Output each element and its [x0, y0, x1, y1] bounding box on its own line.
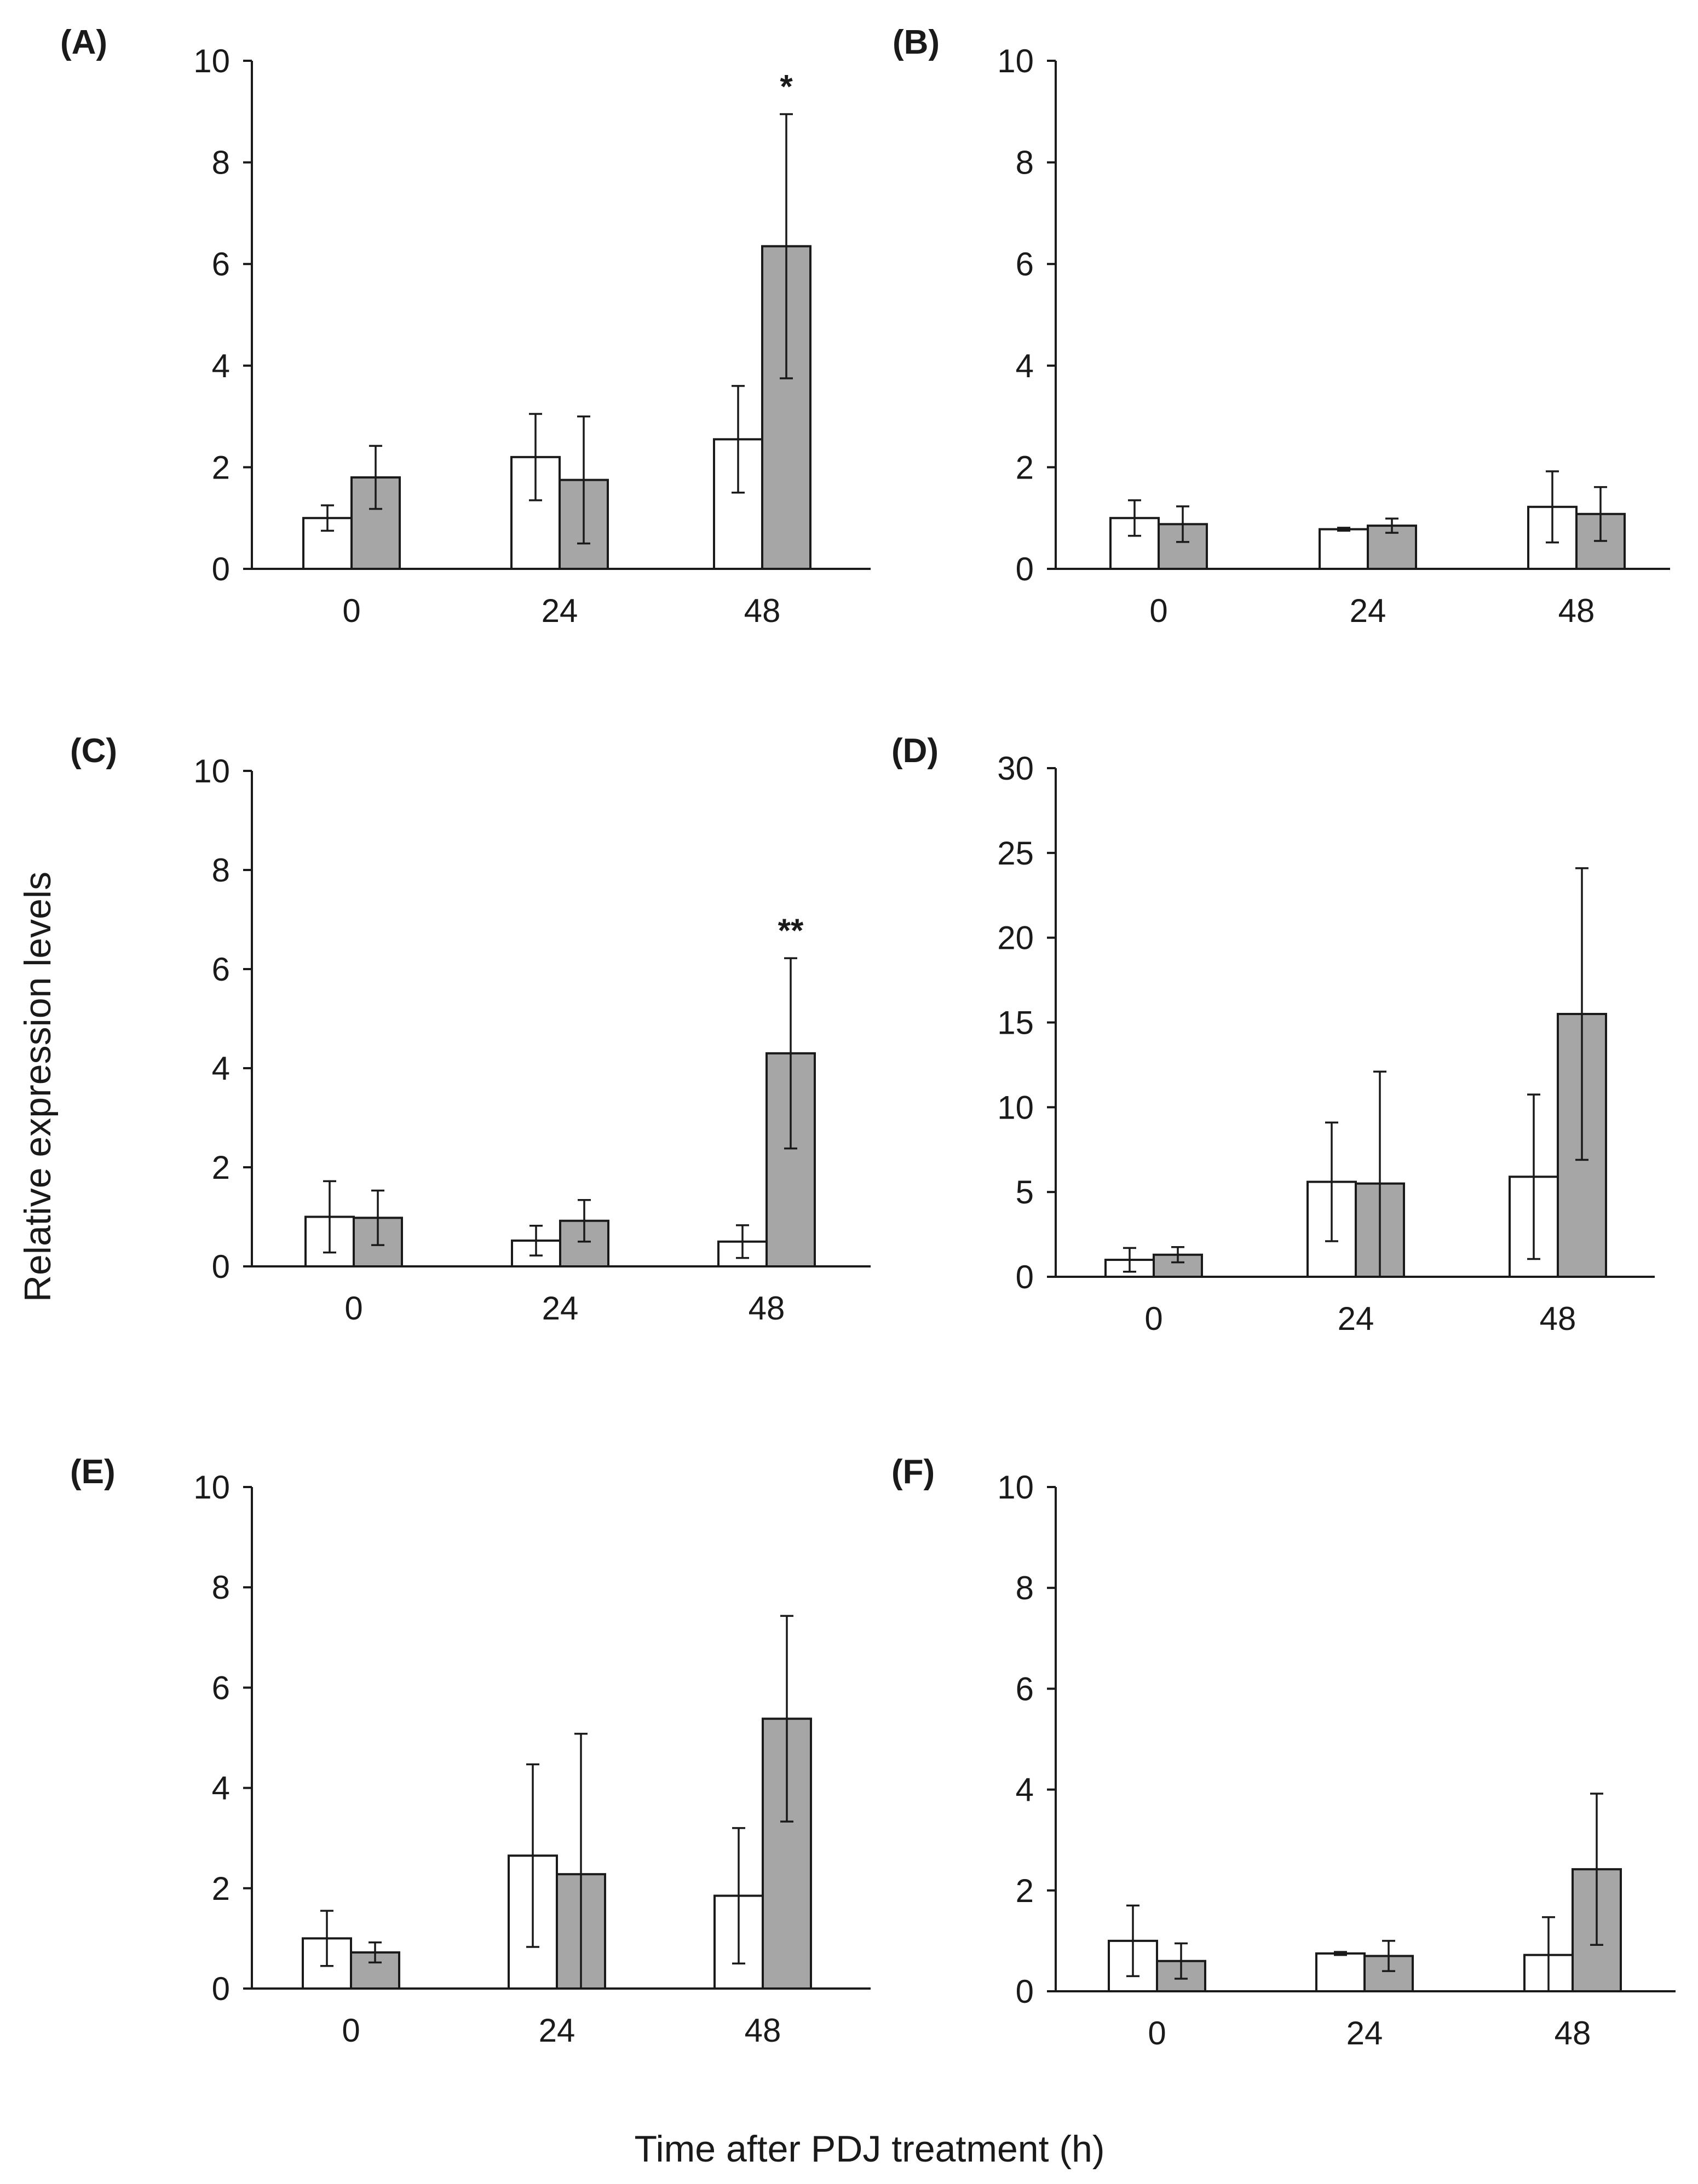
y-tick-label: 20	[997, 920, 1034, 956]
y-tick-label: 2	[212, 449, 230, 486]
y-tick-label: 8	[1016, 145, 1034, 181]
x-tick-label: 0	[342, 2012, 360, 2049]
x-tick-label: 48	[1555, 2015, 1591, 2052]
y-tick-label: 4	[212, 348, 230, 384]
x-tick-label: 0	[1149, 592, 1167, 629]
y-tick-label: 0	[212, 1248, 230, 1285]
x-tick-label: 48	[744, 592, 781, 629]
y-tick-label: 30	[997, 750, 1034, 787]
x-axis-title: Time after PDJ treatment (h)	[634, 2128, 1104, 2170]
y-tick-label: 10	[997, 1469, 1034, 1506]
y-tick-label: 15	[997, 1005, 1034, 1041]
panel-label: (C)	[70, 732, 117, 770]
x-tick-label: 24	[542, 1290, 579, 1327]
y-tick-label: 8	[212, 1569, 230, 1606]
panel-label: (D)	[891, 732, 939, 770]
y-tick-label: 10	[997, 43, 1034, 79]
y-tick-label: 4	[1016, 1772, 1034, 1808]
panel-label: (F)	[891, 1453, 935, 1491]
x-tick-label: 24	[539, 2012, 575, 2049]
x-tick-label: 0	[344, 1290, 362, 1327]
x-tick-label: 0	[1144, 1300, 1162, 1337]
panel-label: (A)	[60, 24, 107, 61]
significance-marker: **	[778, 912, 804, 949]
x-tick-label: 48	[1558, 592, 1595, 629]
y-axis-title: Relative expression levels	[17, 872, 59, 1302]
x-tick-label: 24	[1338, 1300, 1374, 1337]
y-tick-label: 6	[212, 951, 230, 988]
y-tick-label: 2	[1016, 1872, 1034, 1909]
y-tick-label: 8	[212, 145, 230, 181]
panel-label: (B)	[893, 24, 940, 61]
y-tick-label: 8	[1016, 1570, 1034, 1606]
y-tick-label: 6	[212, 246, 230, 283]
y-tick-label: 0	[1016, 1973, 1034, 2010]
bar-control-24	[1315, 1952, 1366, 1993]
x-tick-label: 48	[1540, 1300, 1576, 1337]
y-tick-label: 4	[1016, 348, 1034, 384]
x-tick-label: 24	[1350, 592, 1386, 629]
y-tick-label: 8	[212, 852, 230, 889]
y-tick-label: 2	[1016, 449, 1034, 486]
panel-label: (E)	[70, 1453, 116, 1491]
x-tick-label: 24	[542, 592, 578, 629]
y-tick-label: 0	[1016, 1259, 1034, 1295]
bar-control-24	[1319, 528, 1369, 571]
y-tick-label: 5	[1016, 1174, 1034, 1211]
y-tick-label: 10	[193, 43, 230, 79]
x-tick-label: 0	[1148, 2015, 1166, 2052]
y-tick-label: 6	[1016, 1670, 1034, 1707]
y-tick-label: 0	[1016, 551, 1034, 587]
x-tick-label: 48	[749, 1290, 785, 1327]
x-tick-label: 48	[745, 2012, 781, 2049]
x-tick-label: 24	[1346, 2015, 1383, 2052]
y-tick-label: 25	[997, 835, 1034, 872]
y-tick-label: 10	[997, 1089, 1034, 1126]
y-tick-label: 6	[212, 1669, 230, 1706]
y-tick-label: 4	[212, 1050, 230, 1087]
y-tick-label: 6	[1016, 246, 1034, 283]
x-tick-label: 0	[342, 592, 360, 629]
y-tick-label: 0	[212, 1970, 230, 2007]
y-tick-label: 0	[212, 551, 230, 587]
y-tick-label: 10	[193, 753, 230, 790]
significance-marker: *	[780, 68, 793, 105]
y-tick-label: 10	[193, 1469, 230, 1506]
chart-panel-d: (D) 0 5 10 15 20 25 30 0 24 48	[891, 732, 1655, 1337]
y-tick-label: 2	[212, 1870, 230, 1907]
y-tick-label: 2	[212, 1149, 230, 1186]
y-tick-label: 4	[212, 1770, 230, 1807]
